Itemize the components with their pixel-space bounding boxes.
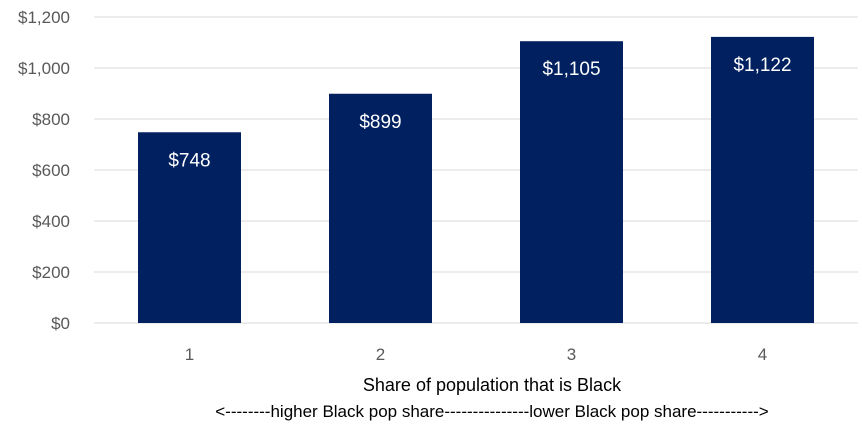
x-axis-title: Share of population that is Black — [363, 375, 622, 395]
data-labels: $748 $899 $1,105 $1,122 — [168, 55, 791, 171]
y-tick-label: $200 — [32, 263, 70, 282]
data-label: $748 — [168, 150, 210, 171]
bar — [711, 36, 814, 323]
x-tick-label: 1 — [185, 345, 194, 364]
bar — [329, 93, 432, 323]
y-axis-tick-labels: $0 $200 $400 $600 $800 $1,000 $1,200 — [18, 8, 70, 333]
y-tick-label: $400 — [32, 212, 70, 231]
pop-share-annotation: <--------higher Black pop share---------… — [215, 402, 769, 421]
x-tick-label: 2 — [376, 345, 385, 364]
bar — [138, 132, 241, 323]
x-tick-label: 3 — [567, 345, 576, 364]
y-tick-label: $0 — [51, 314, 70, 333]
x-axis-tick-labels: 1 2 3 4 — [185, 345, 767, 364]
data-label: $899 — [359, 112, 401, 133]
y-tick-label: $1,000 — [18, 59, 70, 78]
y-tick-label: $600 — [32, 161, 70, 180]
bar — [520, 41, 623, 323]
data-label: $1,122 — [733, 55, 791, 76]
y-tick-label: $1,200 — [18, 8, 70, 27]
bars — [138, 36, 814, 323]
data-label: $1,105 — [542, 59, 600, 80]
y-tick-label: $800 — [32, 110, 70, 129]
x-tick-label: 4 — [758, 345, 767, 364]
